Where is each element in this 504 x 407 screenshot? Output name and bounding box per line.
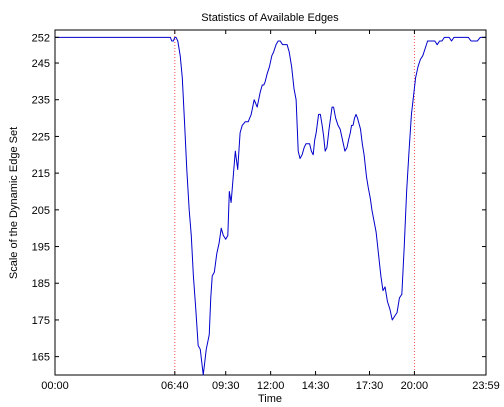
y-axis-title: Scale of the Dynamic Edge Set [8, 127, 20, 279]
series-layer [55, 36, 486, 376]
y-tick-label: 252 [32, 32, 50, 44]
y-tick-label: 165 [32, 352, 50, 364]
y-axis-ticks: 165 175 185 195 205 215 225 235 245 252 [32, 32, 486, 364]
y-tick-label: 245 [32, 58, 50, 70]
chart-title: Statistics of Available Edges [201, 12, 339, 24]
plot-frame [54, 29, 487, 376]
x-tick-label: 14:30 [302, 380, 330, 392]
x-axis-ticks: 00:00 06:40 09:30 12:00 14:30 17:30 20:00 23:59 [41, 30, 500, 392]
x-tick-label: 20:00 [401, 380, 429, 392]
x-tick-label: 09:30 [212, 380, 240, 392]
y-tick-label: 205 [32, 205, 50, 217]
y-tick-label: 235 [32, 95, 50, 107]
x-tick-label: 23:59 [472, 380, 500, 392]
x-tick-label: 17:30 [356, 380, 384, 392]
x-tick-label: 12:00 [257, 380, 285, 392]
y-tick-label: 185 [32, 278, 50, 290]
y-tick-label: 225 [32, 131, 50, 143]
y-tick-label: 175 [32, 315, 50, 327]
series-line-0 [55, 36, 486, 376]
x-axis-title: Time [258, 393, 282, 405]
y-tick-label: 195 [32, 242, 50, 254]
x-tick-label: 00:00 [41, 380, 69, 392]
x-tick-label: 06:40 [161, 380, 189, 392]
y-tick-label: 215 [32, 168, 50, 180]
